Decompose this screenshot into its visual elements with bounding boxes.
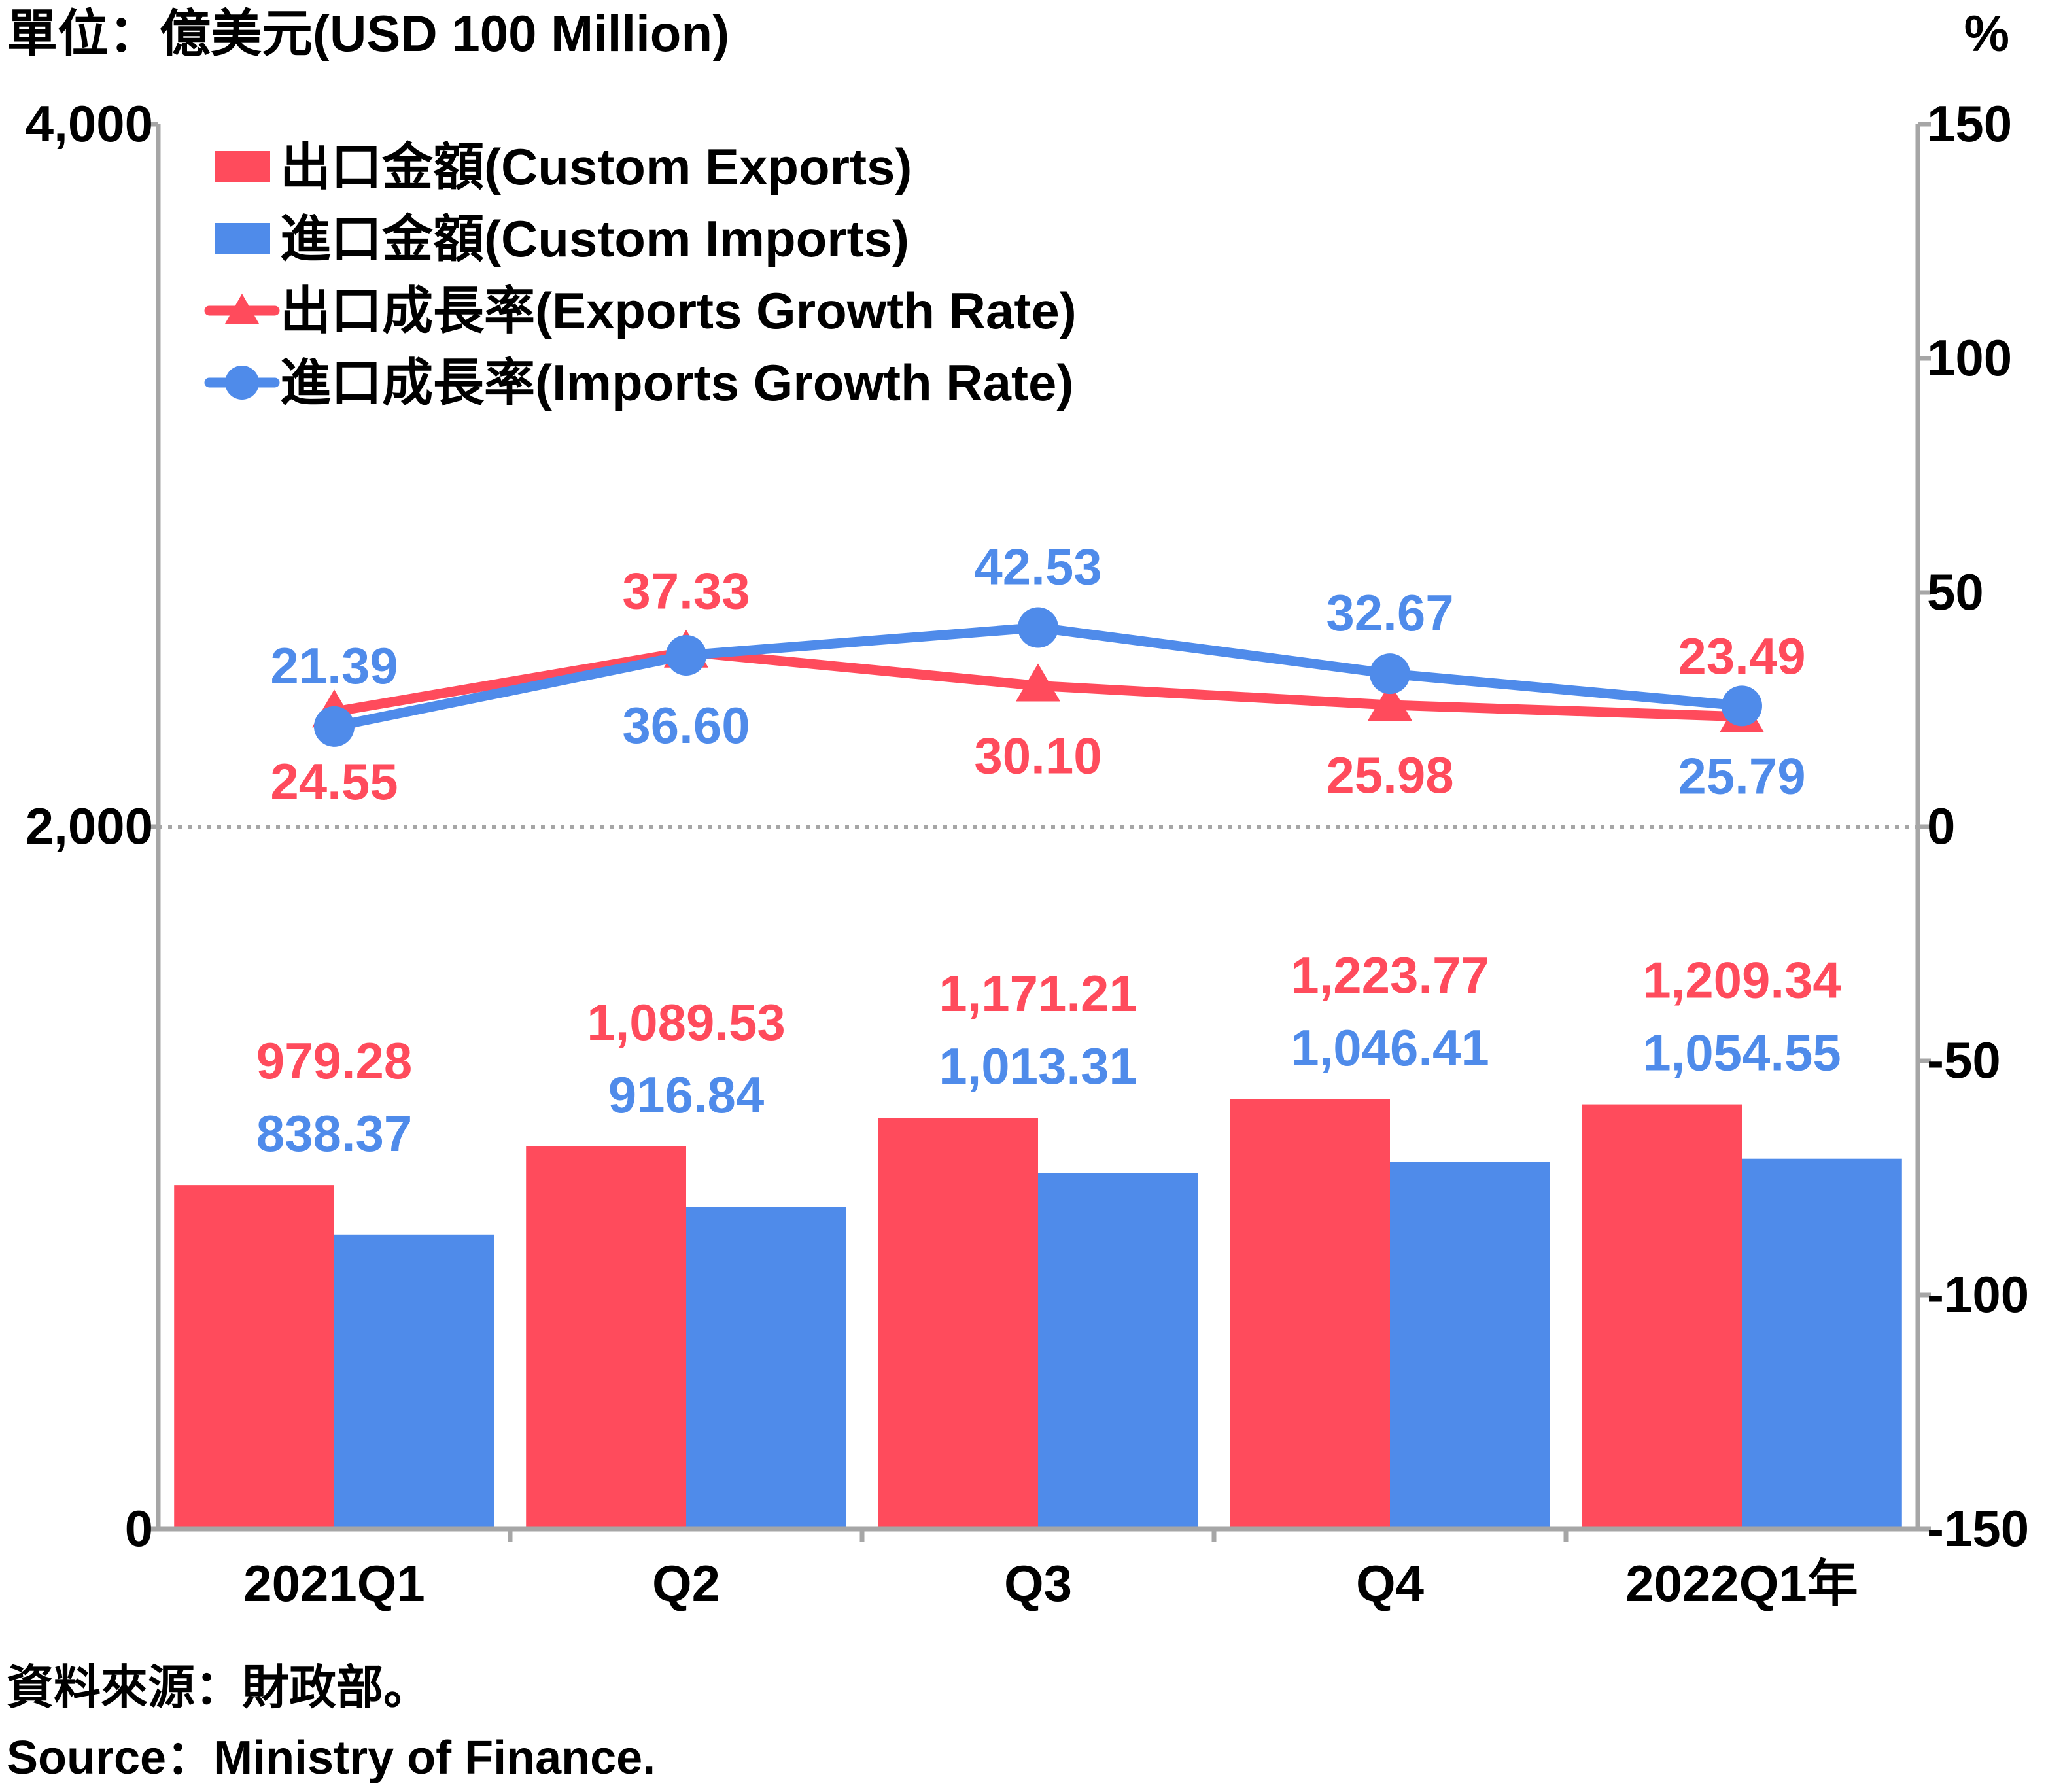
import-rate-label: 21.39 [270, 637, 398, 695]
legend-label-exports_rate: 出口成長率(Exports Growth Rate) [280, 282, 1077, 339]
export-rate-label: 30.10 [974, 727, 1101, 784]
left-tick-label: 4,000 [26, 95, 153, 152]
export-bar-label: 1,223.77 [1291, 946, 1489, 1004]
import-bar [1390, 1162, 1550, 1529]
export-bar [878, 1118, 1038, 1529]
export-bar [1582, 1104, 1742, 1529]
source-zh: 資料來源：財政部。 [7, 1662, 430, 1714]
export-rate-label: 37.33 [622, 562, 750, 620]
legend-marker-imports_rate [225, 366, 259, 400]
import-rate-label: 36.60 [622, 697, 750, 754]
export-bar [1230, 1099, 1390, 1529]
export-rate-label: 23.49 [1678, 627, 1805, 685]
right-tick-label: -50 [1927, 1031, 2001, 1089]
import-rate-label: 42.53 [974, 538, 1101, 595]
legend-item-exports: 出口金額(Custom Exports) [215, 138, 912, 196]
left-tick-label: 0 [125, 1500, 153, 1557]
legend-swatch-exports [215, 151, 270, 182]
import-rate-point [1370, 653, 1410, 695]
import-rate-label: 32.67 [1326, 584, 1453, 642]
export-bar-label: 979.28 [256, 1032, 413, 1090]
import-bar-label: 1,013.31 [939, 1037, 1137, 1095]
left-tick-label: 2,000 [26, 797, 153, 855]
legend-item-imports_rate: 進口成長率(Imports Growth Rate) [204, 354, 1073, 411]
import-bar [1038, 1173, 1198, 1529]
import-rate-point [314, 706, 355, 747]
legend-swatch-imports [215, 223, 270, 254]
export-rate-point [1016, 663, 1060, 702]
legend-item-exports_rate: 出口成長率(Exports Growth Rate) [204, 282, 1077, 339]
import-rate-point [1018, 607, 1058, 648]
import-bar-label: 916.84 [608, 1066, 765, 1124]
right-tick-label: -100 [1927, 1266, 2029, 1323]
plot-layer: 979.28 838.37 1,089.53 916.84 1,171.21 1,013.… [26, 95, 2029, 1612]
import-bar [334, 1234, 494, 1529]
left-unit-label: 單位：億美元(USD 100 Million) [7, 5, 729, 62]
x-tick-label: Q2 [652, 1555, 720, 1612]
legend-marker-exports_rate [225, 294, 259, 324]
x-tick-label: 2021Q1 [243, 1555, 425, 1612]
legend-item-imports: 進口金額(Custom Imports) [215, 210, 909, 267]
right-unit-label: % [1964, 5, 2009, 62]
import-bar-label: 1,046.41 [1291, 1019, 1489, 1077]
import-rate-point [1722, 685, 1762, 727]
export-rate-label: 25.98 [1326, 746, 1453, 804]
x-tick-label: Q3 [1004, 1555, 1072, 1612]
export-rate-label: 24.55 [270, 753, 398, 810]
legend-label-exports: 出口金額(Custom Exports) [280, 138, 912, 196]
import-bar-label: 1,054.55 [1642, 1024, 1841, 1082]
right-tick-label: 100 [1927, 329, 2012, 387]
export-bar-label: 1,171.21 [939, 965, 1137, 1022]
import-rate-label: 25.79 [1678, 747, 1805, 804]
legend-label-imports_rate: 進口成長率(Imports Growth Rate) [280, 354, 1073, 411]
export-bar [526, 1146, 686, 1529]
x-tick-label: 2022Q1年 [1625, 1555, 1858, 1612]
right-tick-label: -150 [1927, 1500, 2029, 1557]
x-tick-label: Q4 [1356, 1555, 1424, 1612]
import-rate-point [666, 634, 706, 676]
source-en: Source：Ministry of Finance. [7, 1732, 655, 1784]
legend: 出口金額(Custom Exports) 進口金額(Custom Imports)… [204, 138, 1077, 411]
export-bar-label: 1,089.53 [587, 993, 786, 1051]
import-bar [686, 1207, 846, 1529]
export-bar-label: 1,209.34 [1642, 952, 1841, 1009]
import-bar [1742, 1158, 1902, 1529]
export-rate-point [1368, 682, 1412, 721]
import-bar-label: 838.37 [256, 1105, 413, 1162]
legend-label-imports: 進口金額(Custom Imports) [280, 210, 909, 267]
right-tick-label: 150 [1927, 95, 2012, 152]
right-tick-label: 0 [1927, 797, 1955, 855]
right-tick-label: 50 [1927, 563, 1984, 621]
export-bar [174, 1185, 334, 1529]
